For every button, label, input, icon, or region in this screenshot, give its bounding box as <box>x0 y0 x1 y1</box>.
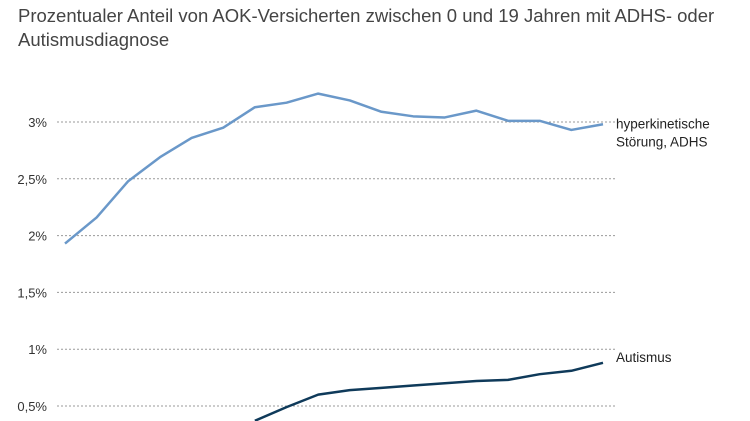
series-lines <box>64 92 604 421</box>
y-tick-label: 0,5% <box>17 399 47 414</box>
series-label-autismus: Autismus <box>616 350 672 365</box>
y-tick-label: 2% <box>28 229 47 244</box>
y-tick-label: 1% <box>28 342 47 357</box>
y-tick-label: 1,5% <box>17 285 47 300</box>
series-label-line: hyperkinetische <box>616 116 710 131</box>
series-line-adhs <box>64 92 604 245</box>
series-label-line: Autismus <box>616 350 672 365</box>
y-tick-label: 2,5% <box>17 172 47 187</box>
y-axis-ticks: 0,5% 1% 1,5% 2% 2,5% 3% <box>17 115 47 414</box>
gridlines <box>57 121 615 407</box>
chart-subtitle: Prozentualer Anteil von AOK-Versicherten… <box>18 5 715 50</box>
series-labels: hyperkinetische Störung, ADHS Autismus <box>616 116 710 365</box>
series-line-autismus <box>254 361 604 421</box>
series-label-adhs: hyperkinetische Störung, ADHS <box>616 116 710 149</box>
y-tick-label: 3% <box>28 115 47 130</box>
series-label-line: Störung, ADHS <box>616 134 708 149</box>
